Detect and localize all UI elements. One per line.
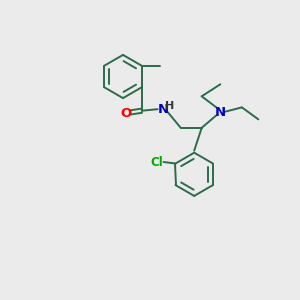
Text: O: O (121, 106, 132, 120)
Text: N: N (215, 106, 226, 119)
Text: Cl: Cl (151, 155, 163, 169)
Text: N: N (158, 103, 169, 116)
Text: H: H (165, 100, 175, 111)
